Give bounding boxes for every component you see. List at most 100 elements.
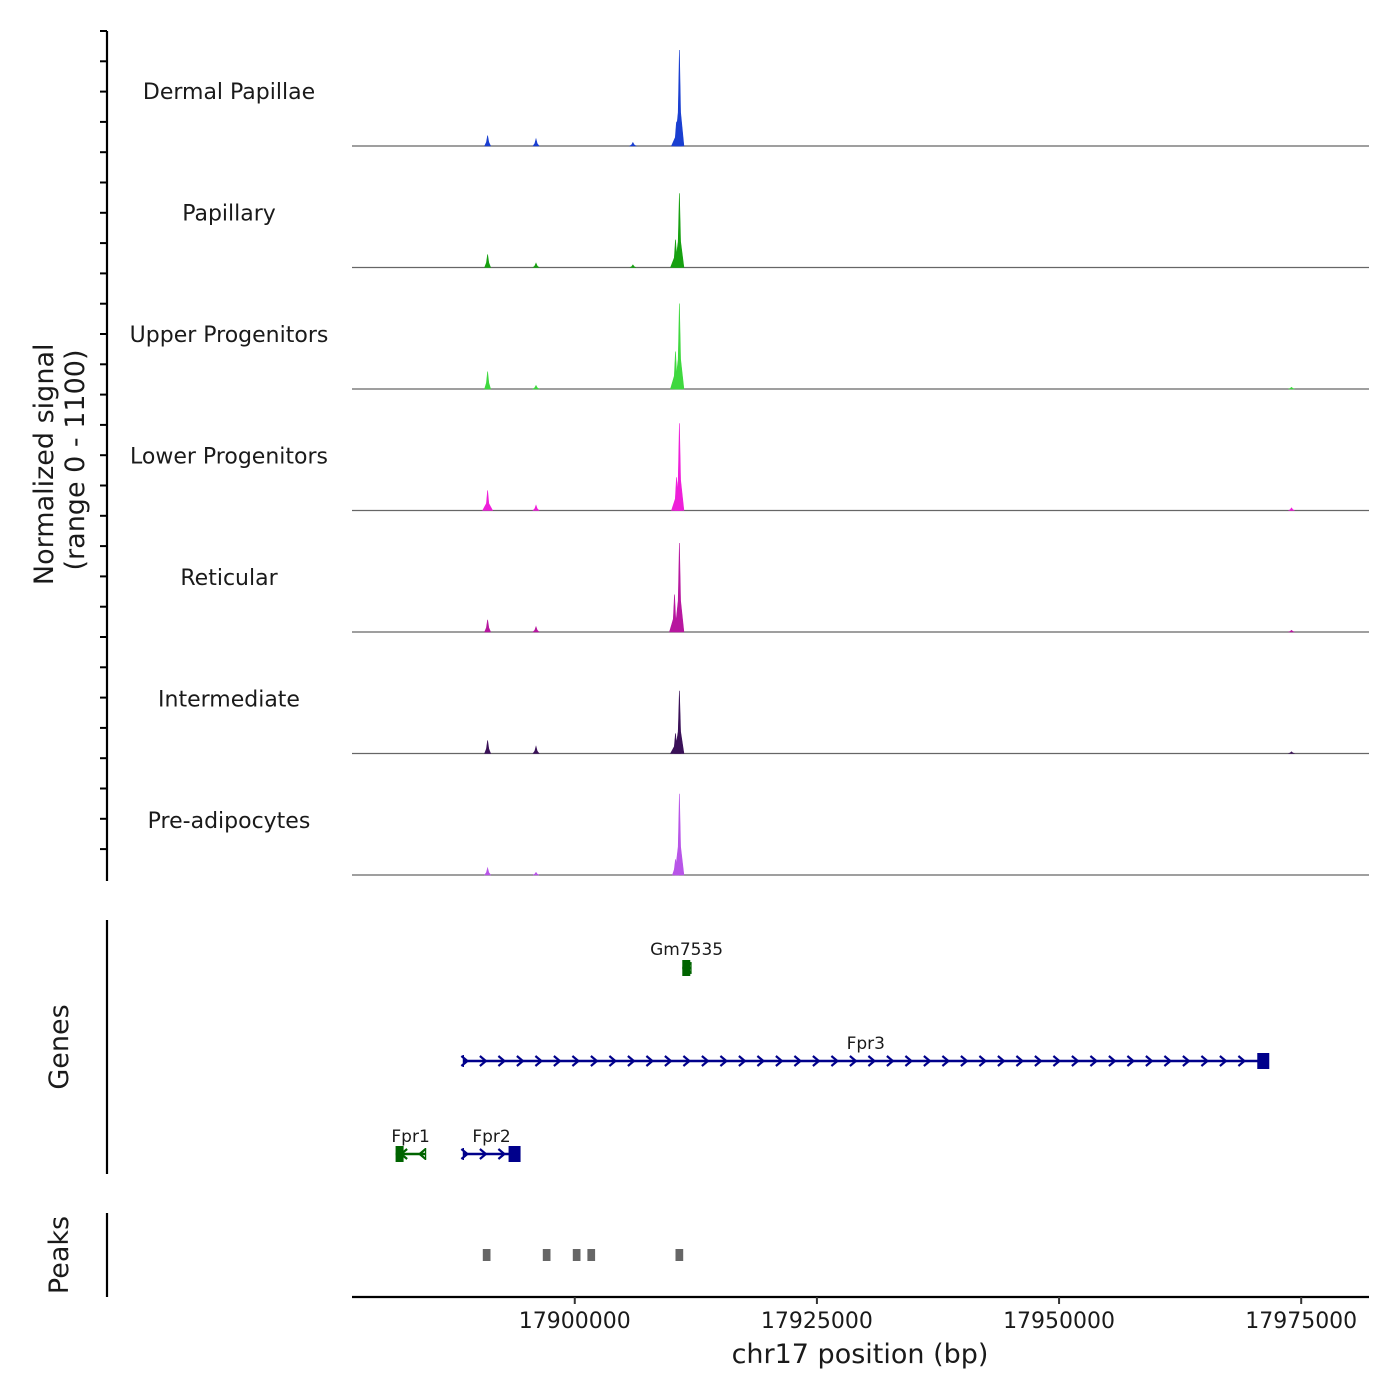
strand-chevron (719, 1055, 729, 1067)
signal-peak (482, 490, 494, 511)
signal-peak (1288, 386, 1295, 390)
track-label: Dermal Papillae (143, 80, 315, 105)
strand-chevron (497, 1055, 507, 1067)
strand-chevron (497, 1148, 507, 1160)
strand-chevron (830, 1055, 840, 1067)
signal-peak (484, 619, 492, 633)
strand-chevron (775, 1055, 784, 1067)
track-intermediate: Intermediate (158, 688, 1369, 755)
signal-peak (674, 690, 685, 754)
strand-chevron (534, 1055, 544, 1067)
signal-peak (670, 239, 681, 268)
strand-chevron (460, 1148, 470, 1160)
x-axis-ticks: 17900000 17925000 17950000 17975000 (519, 1297, 1357, 1334)
strand-chevron (1034, 1055, 1043, 1067)
signal-peak (484, 135, 492, 147)
strand-chevron (1126, 1055, 1136, 1067)
strand-chevron (978, 1055, 988, 1067)
signal-peak (532, 137, 540, 147)
signal-peak (672, 859, 679, 876)
track-label: Pre-adipocytes (148, 809, 311, 834)
coverage-axis-ticks (100, 30, 107, 851)
strand-chevron (479, 1148, 488, 1160)
track-dermal-papillae: Dermal Papillae (143, 49, 1369, 147)
strand-chevron (553, 1055, 562, 1067)
signal-peak (628, 141, 637, 147)
track-lower-progenitors: Lower Progenitors (130, 423, 1369, 512)
strand-chevron (738, 1055, 747, 1067)
y-axis-label-line-2: (range 0 - 1100) (60, 350, 91, 571)
gene-fpr3: Fpr3 (460, 1034, 1270, 1069)
track-label: Reticular (180, 566, 278, 591)
signal-peak (532, 504, 540, 511)
coverage-tracks: Dermal Papillae Papillary Upper Progenitor… (130, 49, 1369, 876)
strand-chevron (664, 1055, 673, 1067)
signal-peak (629, 264, 637, 268)
strand-chevron (997, 1055, 1006, 1067)
signal-peak (674, 542, 685, 633)
signal-peak (669, 733, 682, 754)
track-papillary: Papillary (182, 193, 1369, 269)
signal-peak (532, 745, 540, 754)
strand-chevron (756, 1055, 766, 1067)
gene-label: Fpr1 (391, 1127, 429, 1147)
gene-label: Fpr2 (472, 1127, 510, 1147)
strand-chevron (1015, 1055, 1025, 1067)
strand-chevron (571, 1055, 581, 1067)
strand-chevron (849, 1055, 858, 1067)
strand-chevron (904, 1055, 914, 1067)
gene-exon (508, 1146, 521, 1162)
peak-region (587, 1249, 596, 1261)
strand-chevron (1219, 1055, 1228, 1067)
signal-peak (1288, 629, 1295, 633)
strand-chevron (923, 1055, 932, 1067)
strand-chevron (627, 1055, 636, 1067)
signal-peak (1288, 751, 1295, 754)
strand-chevron (1089, 1055, 1099, 1067)
peaks-panel-label: Peaks (44, 1216, 75, 1294)
signal-peak (671, 121, 682, 147)
signal-peak (484, 371, 492, 390)
strand-chevron (1052, 1055, 1062, 1067)
signal-peak (484, 866, 492, 876)
strand-chevron (812, 1055, 821, 1067)
strand-chevron (608, 1055, 618, 1067)
y-axis-label-line-1: Normalized signal (29, 344, 60, 586)
strand-chevron (460, 1055, 470, 1067)
signal-peak (1288, 507, 1295, 511)
signal-peak (532, 625, 540, 633)
signal-peak (674, 423, 685, 511)
y-axis-label: Normalized signal (range 0 - 1100) (29, 335, 91, 585)
genes-track: Gm7535 Fpr3 Fpr1 Fpr2 (391, 940, 1270, 1162)
track-label: Intermediate (158, 688, 300, 713)
strand-chevron (1200, 1055, 1210, 1067)
strand-chevron (1108, 1055, 1117, 1067)
x-axis-tick-label: 17975000 (1245, 1309, 1357, 1334)
strand-chevron (1237, 1055, 1247, 1067)
strand-chevron (516, 1055, 525, 1067)
strand-chevron (399, 1148, 408, 1160)
strand-chevron (1145, 1055, 1154, 1067)
gene-exon (1257, 1053, 1270, 1069)
strand-chevron (960, 1055, 969, 1067)
track-reticular: Reticular (180, 542, 1369, 633)
signal-peak (532, 262, 540, 268)
gene-label: Gm7535 (650, 940, 723, 960)
track-label: Upper Progenitors (130, 323, 329, 348)
x-axis-tick-label: 17900000 (519, 1309, 631, 1334)
signal-peak (671, 477, 682, 511)
peaks-track (482, 1249, 684, 1261)
strand-chevron (417, 1148, 427, 1160)
strand-chevron (682, 1055, 692, 1067)
x-axis-tick-label: 17925000 (761, 1309, 873, 1334)
peak-region (572, 1249, 581, 1261)
signal-peak (532, 871, 540, 876)
peak-region (542, 1249, 551, 1261)
x-axis-tick-label: 17950000 (1003, 1309, 1115, 1334)
strand-chevron (479, 1055, 488, 1067)
signal-peak (670, 351, 681, 390)
strand-chevron (886, 1055, 895, 1067)
peak-region (482, 1249, 491, 1261)
strand-chevron (1163, 1055, 1173, 1067)
